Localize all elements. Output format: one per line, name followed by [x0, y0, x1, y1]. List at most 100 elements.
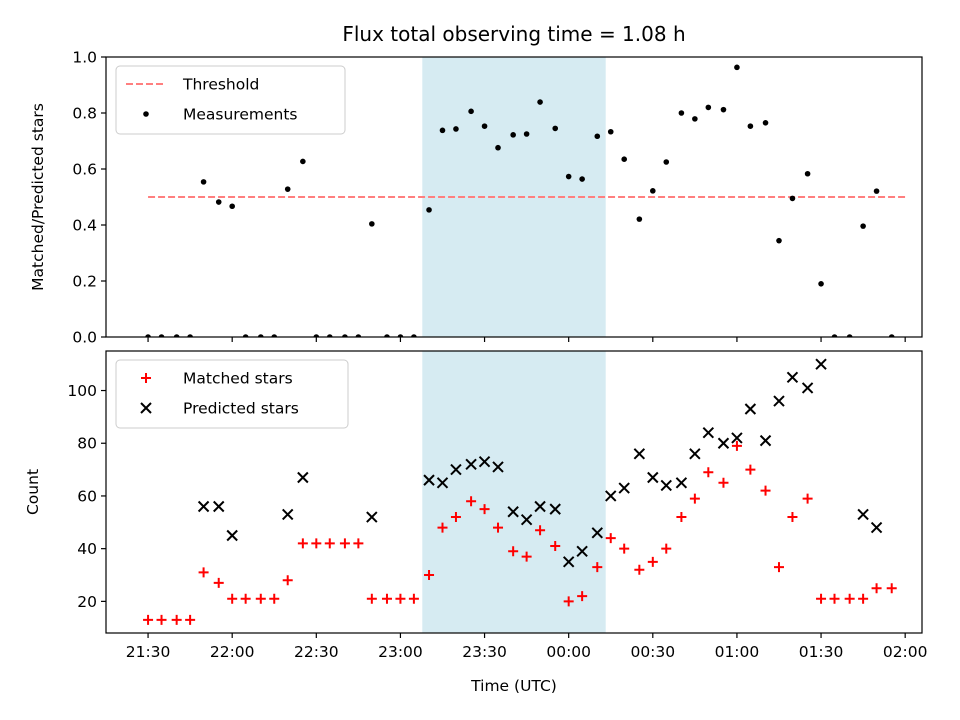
measurement-point [734, 64, 740, 71]
matched-stars-point [185, 614, 196, 625]
matched-stars-point [676, 512, 687, 523]
measurement-point [692, 116, 698, 122]
matched-stars-point [424, 570, 435, 581]
measurement-point [284, 186, 291, 192]
predicted-stars-point [562, 556, 575, 568]
matched-stars-point [550, 541, 561, 552]
matched-stars-point [213, 577, 224, 588]
measurement-point [663, 159, 670, 165]
matched-stars-point [634, 564, 645, 575]
measurement-point [257, 334, 264, 337]
measurement-point [621, 156, 628, 162]
matched-stars-point [829, 593, 840, 604]
measurement-point [818, 281, 824, 287]
predicted-stars-point [857, 508, 869, 521]
matched-stars-point [311, 538, 322, 549]
x-tick-label: 22:00 [210, 643, 255, 661]
measurement-point [678, 110, 685, 116]
measurement-point [789, 195, 796, 202]
x-tick-label: 21:30 [126, 643, 171, 661]
predicted-stars-point [226, 529, 238, 542]
bottom-y-tick-label: 40 [77, 540, 97, 558]
measurement-point [510, 132, 516, 138]
predicted-stars-point [702, 426, 715, 439]
measurement-point [804, 170, 811, 177]
measurement-point [747, 123, 754, 129]
measurement-point [594, 133, 601, 140]
top-y-tick-label: 0.2 [72, 273, 97, 291]
predicted-stars-point [731, 432, 743, 444]
top-y-axis-label: Matched/Predicted stars [29, 103, 47, 291]
measurement-point [762, 120, 769, 126]
matched-stars-point [535, 525, 546, 536]
matched-stars-point [521, 551, 532, 562]
measurement-point [537, 99, 543, 105]
x-axis-label: Time (UTC) [470, 677, 557, 695]
predicted-stars-point [423, 474, 435, 486]
predicted-stars-point [786, 371, 799, 384]
predicted-stars-point [815, 358, 827, 370]
legend-predicted-swatch [140, 402, 152, 414]
predicted-stars-point [549, 503, 561, 515]
x-tick-label: 01:00 [715, 643, 760, 661]
measurement-point [846, 334, 853, 337]
predicted-stars-point [618, 482, 630, 494]
matched-stars-point [339, 538, 350, 549]
matched-stars-point [703, 467, 714, 478]
top-series-measurements [145, 64, 895, 337]
measurement-point [888, 334, 895, 337]
matched-stars-point [353, 538, 364, 549]
x-tick-label: 22:30 [294, 643, 339, 661]
legend-label: Threshold [182, 76, 259, 94]
measurement-point [187, 334, 193, 337]
x-tick-label: 00:30 [630, 643, 675, 661]
matched-stars-point [647, 556, 658, 567]
predicted-stars-point [717, 437, 730, 449]
predicted-stars-point [520, 513, 533, 526]
predicted-stars-point [507, 506, 519, 518]
legend-matched-swatch [141, 373, 151, 383]
bottom-series-predicted-stars [197, 358, 883, 568]
matched-stars-point [844, 593, 855, 604]
matched-stars-point [450, 512, 461, 523]
matched-stars-point [787, 512, 798, 523]
measurement-point [200, 179, 207, 185]
matched-stars-point [366, 593, 377, 604]
measurement-point [384, 334, 390, 337]
bottom-axes-frame [105, 350, 923, 634]
top-y-tick-label: 0.8 [72, 105, 97, 123]
x-tick-label: 23:00 [378, 643, 423, 661]
x-tick-label: 23:30 [462, 643, 507, 661]
matched-stars-point [408, 593, 419, 604]
top-legend: Threshold Measurements [115, 65, 346, 135]
predicted-stars-point [744, 403, 757, 415]
measurement-point [453, 126, 459, 132]
predicted-stars-point [465, 458, 477, 471]
measurement-point [468, 108, 474, 115]
matched-stars-point [619, 543, 630, 554]
matched-stars-point [466, 496, 477, 507]
matched-stars-point [479, 504, 490, 515]
measurement-point [776, 237, 782, 244]
measurement-point [720, 106, 727, 113]
matched-stars-point [858, 593, 869, 604]
matched-stars-point [563, 596, 574, 607]
legend-label: Matched stars [183, 370, 293, 388]
predicted-stars-point [297, 471, 309, 484]
matched-stars-point [592, 562, 603, 573]
predicted-stars-point [492, 461, 504, 473]
top-panel-ratio: 0.0 0.2 0.4 0.6 0.8 1.0 Threshold Measurements [72, 49, 923, 347]
matched-stars-point [240, 593, 251, 604]
measurement-point [552, 125, 559, 132]
top-y-tick-label: 0.0 [72, 329, 97, 347]
matched-stars-point [760, 485, 771, 496]
predicted-stars-point [450, 463, 462, 476]
measurement-point [215, 199, 222, 205]
matched-stars-point [143, 614, 154, 625]
matched-stars-point [395, 593, 406, 604]
predicted-stars-point [197, 500, 210, 513]
predicted-stars-point [647, 471, 659, 484]
measurement-point [831, 334, 838, 337]
measurement-point [145, 334, 151, 337]
